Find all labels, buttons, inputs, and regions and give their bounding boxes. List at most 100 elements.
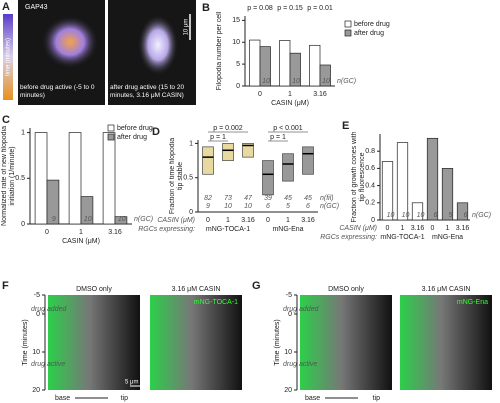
bar <box>80 196 94 225</box>
box <box>242 143 254 158</box>
marker-label: GAP43 <box>25 4 48 11</box>
row-label: CASIN (μM) <box>339 225 377 232</box>
panel-label: E <box>342 120 349 132</box>
base-label: base <box>55 395 70 402</box>
n-fil: 45 <box>284 195 292 202</box>
n-label: 10 <box>402 212 410 219</box>
panel-f: F DMSO only 3.16 μM CASIN mNG-TOCA-1 5 μ… <box>2 280 242 402</box>
y-axis-title: Filopodia number per cell <box>216 11 223 91</box>
n-unit: n(GC) <box>337 78 356 85</box>
legend-label: before drug <box>354 21 390 28</box>
legend-label: before drug <box>117 125 153 132</box>
n-label: 10 <box>322 78 330 85</box>
bar <box>249 39 261 87</box>
y-axis-title-box: Fraction of time filopodia tip stable <box>169 138 184 214</box>
y-tick-label: 0.6 <box>365 165 375 172</box>
y-tick-label: 0 <box>288 311 292 318</box>
y-tick-label: 0.5 <box>15 175 25 182</box>
panel-label: C <box>2 114 10 126</box>
panel-label: B <box>202 2 210 14</box>
box <box>302 146 314 175</box>
y-tick-label: 0 <box>21 221 25 228</box>
x-tick-label: 1 <box>446 225 450 232</box>
n-unit: n(GC) <box>472 212 491 219</box>
base-label: base <box>305 395 320 402</box>
n-fil: 73 <box>224 195 232 202</box>
p-value: p = 1 <box>270 134 286 141</box>
y-tick-label: 0 <box>371 217 375 224</box>
bar <box>396 142 409 221</box>
p-value: p = 1 <box>210 134 226 141</box>
legend-swatch <box>344 20 352 28</box>
y-axis-title: Time (minutes) <box>22 319 29 365</box>
tip-label: tip <box>373 395 381 402</box>
panel-label: F <box>2 280 9 292</box>
legend-swatch <box>344 29 352 37</box>
bar <box>381 161 394 221</box>
n-fil: 82 <box>204 195 212 202</box>
bar <box>309 44 321 87</box>
y-tick-label: 0.4 <box>365 182 375 189</box>
kymograph <box>48 295 140 390</box>
legend-swatch <box>107 133 115 141</box>
panel-a: A time (minutes) GAP43 10 μm before drug… <box>2 0 196 105</box>
n-label: 10 <box>262 78 270 85</box>
n-gc: 10 <box>244 203 252 210</box>
x-tick-label: 0 <box>266 217 270 224</box>
y-tick-label: 20 <box>32 387 40 394</box>
n-gc: 6 <box>266 203 270 210</box>
kymo-title: DMSO only <box>76 286 112 293</box>
x-tick-label: 1 <box>286 217 290 224</box>
bar <box>441 168 454 221</box>
x-tick-label: 3.16 <box>108 229 122 236</box>
y-tick-label: 10 <box>32 349 40 356</box>
n-unit: n(fil) <box>320 195 334 202</box>
y-tick-label: 15 <box>232 17 240 24</box>
y-tick-label: 1 <box>189 140 193 147</box>
scale-label: 5 μm <box>125 380 138 386</box>
group-label: mNG-Ena <box>272 226 303 233</box>
y-tick-label: -5 <box>34 292 40 299</box>
box <box>262 160 274 196</box>
kymo-title: 3.16 μM CASIN <box>172 286 221 293</box>
panel-label: G <box>252 280 261 292</box>
y-tick-label: 0 <box>189 209 193 216</box>
y-tick-label: 0 <box>236 83 240 90</box>
bar <box>68 132 82 225</box>
x-tick-label: 0 <box>45 229 49 236</box>
bar <box>34 132 48 225</box>
n-label: 9 <box>52 216 56 223</box>
n-label: 10 <box>292 78 300 85</box>
y-axis-title: Time (minutes) <box>274 319 281 365</box>
bar <box>411 202 424 221</box>
p-value: p = 0.01 <box>307 5 333 12</box>
bar <box>426 137 439 221</box>
x-tick-label: 1 <box>288 91 292 98</box>
n-fil: 39 <box>264 195 272 202</box>
n-label: 10 <box>417 212 425 219</box>
x-tick-label: 0 <box>258 91 262 98</box>
y-tick-label: 20 <box>284 387 292 394</box>
bar <box>279 40 291 87</box>
bar <box>114 216 128 225</box>
note: drug active <box>31 361 65 368</box>
y-axis-title: Fraction of growth cones with tip fluore… <box>351 131 366 223</box>
row-label: CASIN (μM) <box>157 217 195 224</box>
y-tick-label: 0 <box>36 311 40 318</box>
y-axis-title-box: Fraction of growth cones with tip fluore… <box>351 131 366 223</box>
group-label: mNG-TOCA-1 <box>380 234 424 241</box>
kymograph <box>300 295 392 390</box>
n-gc: 9 <box>206 203 210 210</box>
panel-label: D <box>152 126 160 138</box>
p-value: p = 0.002 <box>213 125 242 132</box>
legend-label: after drug <box>117 134 147 141</box>
bar <box>456 202 469 221</box>
x-axis-title: CASIN (μM) <box>271 100 309 107</box>
n-fil: 45 <box>304 195 312 202</box>
caption: after drug active (15 to 20 minutes, 3.1… <box>110 84 185 99</box>
bar <box>102 132 116 225</box>
x-tick-label: 0 <box>386 225 390 232</box>
n-unit: n(GC) <box>320 203 339 210</box>
note: drug added <box>31 306 68 313</box>
y-tick-label: 0.8 <box>365 148 375 155</box>
